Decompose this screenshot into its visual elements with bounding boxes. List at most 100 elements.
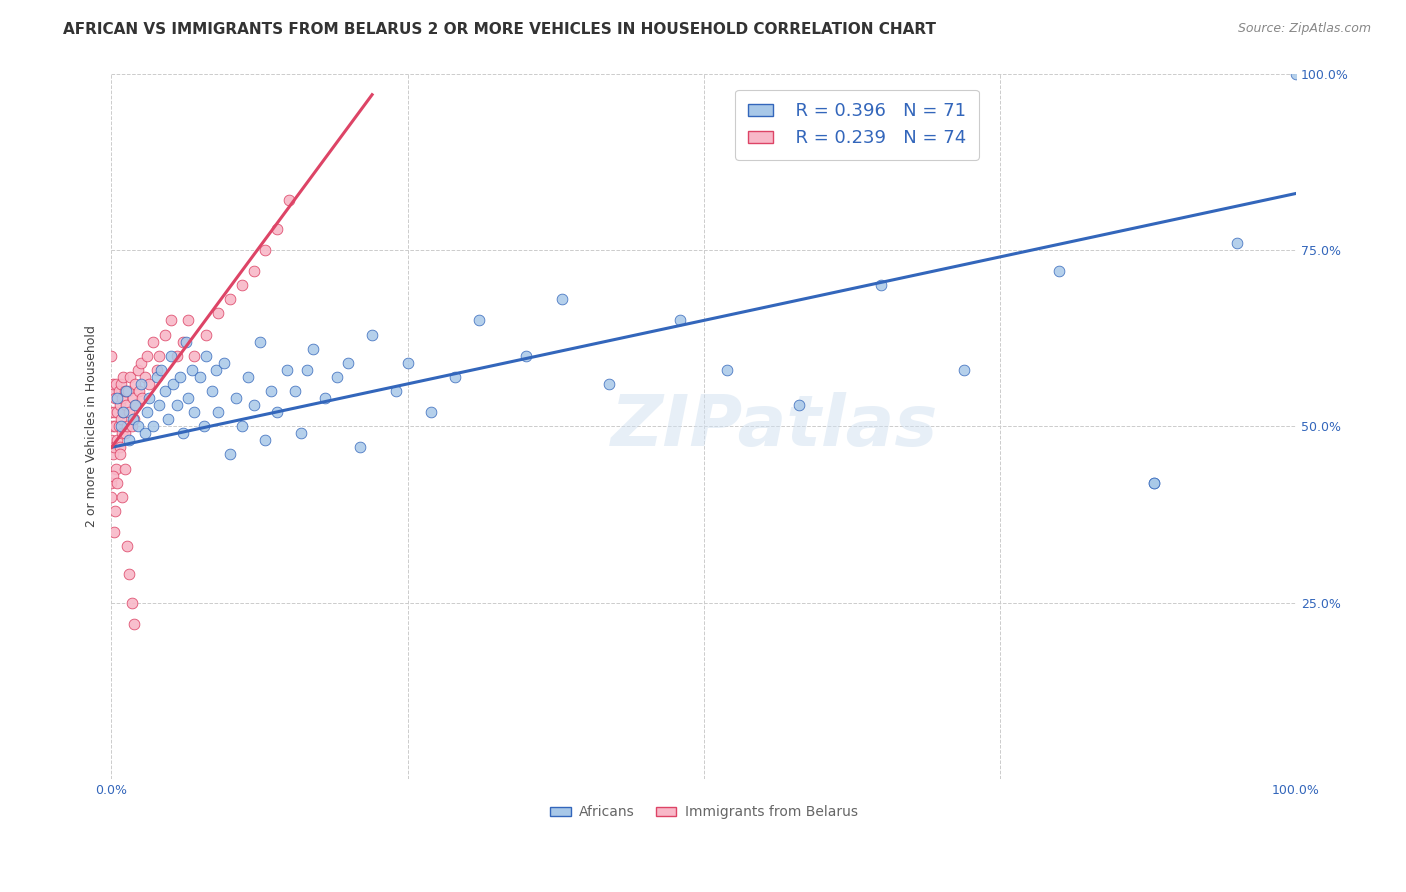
Immigrants from Belarus (148, 349, 170, 363)
Africans (204, 363, 226, 377)
Immigrants from Belarus (121, 419, 143, 434)
Immigrants from Belarus (172, 334, 194, 349)
Immigrants from Belarus (105, 461, 128, 475)
Africans (138, 391, 160, 405)
Immigrants from Belarus (114, 426, 136, 441)
Text: ZIPatlas: ZIPatlas (612, 392, 939, 460)
Immigrants from Belarus (125, 398, 148, 412)
Africans (1226, 235, 1249, 250)
Africans (212, 356, 235, 370)
Immigrants from Belarus (120, 369, 142, 384)
Immigrants from Belarus (101, 468, 124, 483)
Africans (153, 384, 176, 398)
Africans (166, 398, 188, 412)
Immigrants from Belarus (121, 596, 143, 610)
Immigrants from Belarus (103, 405, 125, 419)
Africans (127, 419, 149, 434)
Immigrants from Belarus (114, 384, 136, 398)
Africans (193, 419, 215, 434)
Immigrants from Belarus (112, 405, 135, 419)
Immigrants from Belarus (278, 194, 301, 208)
Immigrants from Belarus (100, 475, 122, 490)
Africans (716, 363, 738, 377)
Immigrants from Belarus (101, 376, 124, 391)
Immigrants from Belarus (107, 434, 129, 448)
Africans (169, 369, 191, 384)
Immigrants from Belarus (131, 391, 153, 405)
Immigrants from Belarus (128, 384, 150, 398)
Immigrants from Belarus (195, 327, 218, 342)
Immigrants from Belarus (108, 441, 131, 455)
Immigrants from Belarus (266, 221, 288, 235)
Africans (787, 398, 810, 412)
Immigrants from Belarus (219, 292, 242, 306)
Africans (124, 398, 146, 412)
Africans (870, 278, 893, 293)
Africans (349, 441, 371, 455)
Immigrants from Belarus (104, 504, 127, 518)
Africans (266, 405, 288, 419)
Immigrants from Belarus (115, 539, 138, 553)
Africans (159, 349, 181, 363)
Africans (148, 398, 170, 412)
Africans (136, 405, 159, 419)
Africans (550, 292, 572, 306)
Africans (249, 334, 271, 349)
Immigrants from Belarus (107, 419, 129, 434)
Immigrants from Belarus (183, 349, 205, 363)
Text: AFRICAN VS IMMIGRANTS FROM BELARUS 2 OR MORE VEHICLES IN HOUSEHOLD CORRELATION C: AFRICAN VS IMMIGRANTS FROM BELARUS 2 OR … (63, 22, 936, 37)
Immigrants from Belarus (101, 419, 124, 434)
Africans (183, 405, 205, 419)
Africans (142, 419, 165, 434)
Africans (112, 405, 135, 419)
Africans (110, 419, 132, 434)
Africans (207, 405, 229, 419)
Africans (157, 412, 180, 426)
Africans (150, 363, 173, 377)
Immigrants from Belarus (110, 376, 132, 391)
Africans (162, 376, 184, 391)
Immigrants from Belarus (166, 349, 188, 363)
Immigrants from Belarus (108, 398, 131, 412)
Africans (1143, 475, 1166, 490)
Immigrants from Belarus (110, 412, 132, 426)
Africans (284, 384, 307, 398)
Africans (129, 376, 152, 391)
Immigrants from Belarus (122, 412, 145, 426)
Legend: Africans, Immigrants from Belarus: Africans, Immigrants from Belarus (544, 800, 863, 825)
Africans (1047, 264, 1070, 278)
Africans (396, 356, 419, 370)
Immigrants from Belarus (177, 313, 200, 327)
Immigrants from Belarus (138, 376, 160, 391)
Immigrants from Belarus (107, 384, 129, 398)
Africans (325, 369, 347, 384)
Africans (121, 412, 143, 426)
Immigrants from Belarus (254, 243, 277, 257)
Africans (225, 391, 247, 405)
Africans (444, 369, 467, 384)
Africans (467, 313, 489, 327)
Africans (669, 313, 692, 327)
Africans (114, 384, 136, 398)
Immigrants from Belarus (127, 363, 149, 377)
Africans (337, 356, 360, 370)
Africans (242, 398, 264, 412)
Immigrants from Belarus (111, 391, 134, 405)
Africans (134, 426, 156, 441)
Immigrants from Belarus (100, 434, 122, 448)
Immigrants from Belarus (114, 461, 136, 475)
Immigrants from Belarus (118, 567, 141, 582)
Immigrants from Belarus (121, 391, 143, 405)
Africans (254, 434, 277, 448)
Immigrants from Belarus (207, 306, 229, 320)
Africans (1143, 475, 1166, 490)
Africans (177, 391, 200, 405)
Immigrants from Belarus (107, 405, 129, 419)
Immigrants from Belarus (103, 441, 125, 455)
Immigrants from Belarus (124, 376, 146, 391)
Immigrants from Belarus (100, 490, 122, 504)
Immigrants from Belarus (231, 278, 253, 293)
Africans (290, 426, 312, 441)
Immigrants from Belarus (145, 363, 167, 377)
Immigrants from Belarus (105, 376, 128, 391)
